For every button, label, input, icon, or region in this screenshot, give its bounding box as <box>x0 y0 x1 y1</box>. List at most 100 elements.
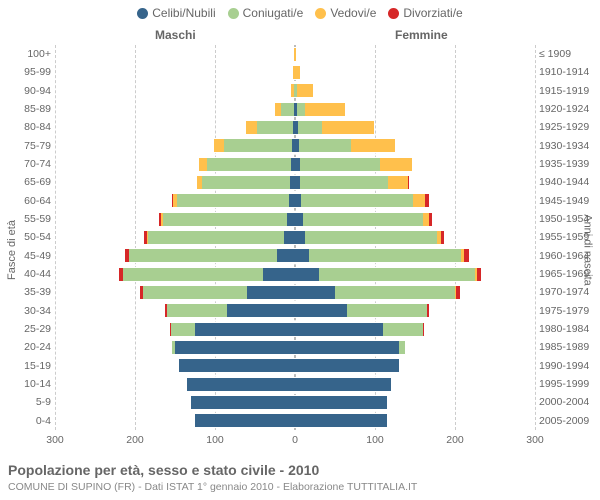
bar-segment <box>191 395 295 410</box>
pyramid-row: 85-891920-1924 <box>55 100 535 118</box>
pyramid-row: 80-841925-1929 <box>55 118 535 136</box>
bar-segment <box>295 395 387 410</box>
bar-segment <box>413 193 425 208</box>
female-bar <box>295 248 469 263</box>
bar-segment <box>177 193 289 208</box>
bar-segment <box>295 340 399 355</box>
bar-segment <box>281 102 294 117</box>
age-label: 65-69 <box>6 173 55 191</box>
age-label: 80-84 <box>6 118 55 136</box>
male-bar <box>179 358 295 373</box>
bar-segment <box>295 358 399 373</box>
bar-segment <box>429 212 431 227</box>
legend-label: Vedovi/e <box>330 6 376 20</box>
legend-item: Vedovi/e <box>315 6 376 20</box>
female-bar <box>295 83 313 98</box>
female-bar <box>295 212 432 227</box>
birth-year-label: 1995-1999 <box>535 375 599 393</box>
bar-segment <box>388 175 408 190</box>
bar-segment <box>295 303 347 318</box>
x-tick-label: 0 <box>292 434 298 446</box>
male-bar <box>170 322 295 337</box>
pyramid-row: 60-641945-1949 <box>55 192 535 210</box>
bar-segment <box>300 175 388 190</box>
pyramid-row: 55-591950-1954 <box>55 210 535 228</box>
pyramid-row: 100+≤ 1909 <box>55 45 535 63</box>
birth-year-label: 1925-1929 <box>535 118 599 136</box>
female-bar <box>295 340 405 355</box>
bar-segment <box>299 138 351 153</box>
age-label: 5-9 <box>6 393 55 411</box>
birth-year-label: 1930-1934 <box>535 137 599 155</box>
birth-year-label: 1975-1979 <box>535 302 599 320</box>
male-bar <box>199 157 295 172</box>
pyramid-row: 20-241985-1989 <box>55 338 535 356</box>
bar-segment <box>322 120 374 135</box>
bar-segment <box>202 175 290 190</box>
female-bar <box>295 322 424 337</box>
bar-segment <box>295 230 305 245</box>
legend-item: Divorziati/e <box>388 6 462 20</box>
bar-segment <box>303 212 423 227</box>
female-bar <box>295 395 387 410</box>
bar-segment <box>380 157 412 172</box>
pyramid-row: 45-491960-1964 <box>55 247 535 265</box>
pyramid-row: 30-341975-1979 <box>55 302 535 320</box>
bar-segment <box>284 230 295 245</box>
bar-segment <box>257 120 293 135</box>
male-bar <box>191 395 295 410</box>
pyramid-row: 10-141995-1999 <box>55 375 535 393</box>
bar-segment <box>295 47 296 62</box>
bar-segment <box>297 83 313 98</box>
birth-year-label: 1985-1989 <box>535 338 599 356</box>
birth-year-label: 1990-1994 <box>535 357 599 375</box>
bar-segment <box>301 193 413 208</box>
pyramid-row: 5-92000-2004 <box>55 393 535 411</box>
age-label: 100+ <box>6 45 55 63</box>
bar-segment <box>298 120 322 135</box>
age-label: 20-24 <box>6 338 55 356</box>
legend-swatch <box>228 8 239 19</box>
x-tick-label: 200 <box>126 434 144 446</box>
bar-segment <box>199 157 207 172</box>
bar-segment <box>441 230 444 245</box>
female-bar <box>295 102 345 117</box>
bar-segment <box>167 303 227 318</box>
bar-segment <box>351 138 395 153</box>
bar-segment <box>383 322 423 337</box>
legend-swatch <box>388 8 399 19</box>
male-bar <box>172 340 295 355</box>
bar-segment <box>335 285 455 300</box>
pyramid-row: 40-441965-1969 <box>55 265 535 283</box>
bar-segment <box>295 413 387 428</box>
female-bar <box>295 193 429 208</box>
bar-segment <box>319 267 475 282</box>
age-label: 90-94 <box>6 82 55 100</box>
pyramid-row: 95-991910-1914 <box>55 63 535 81</box>
plot: 3002001000100200300100+≤ 190995-991910-1… <box>55 45 535 430</box>
bar-segment <box>427 303 429 318</box>
birth-year-label: 2005-2009 <box>535 412 599 430</box>
bar-segment <box>309 248 461 263</box>
male-bar <box>165 303 295 318</box>
bar-segment <box>477 267 482 282</box>
female-bar <box>295 175 409 190</box>
bar-segment <box>295 377 391 392</box>
legend-label: Coniugati/e <box>243 6 304 20</box>
bar-segment <box>195 322 295 337</box>
age-label: 70-74 <box>6 155 55 173</box>
bar-segment <box>287 212 295 227</box>
pyramid-row: 15-191990-1994 <box>55 357 535 375</box>
birth-year-label: 1960-1964 <box>535 247 599 265</box>
bar-segment <box>423 322 424 337</box>
female-bar <box>295 358 399 373</box>
birth-year-label: ≤ 1909 <box>535 45 599 63</box>
bar-segment <box>214 138 224 153</box>
male-bar <box>275 102 295 117</box>
bar-segment <box>408 175 409 190</box>
chart-area: 3002001000100200300100+≤ 190995-991910-1… <box>55 30 535 450</box>
bar-segment <box>246 120 256 135</box>
female-bar <box>295 120 374 135</box>
age-label: 40-44 <box>6 265 55 283</box>
pyramid-row: 65-691940-1944 <box>55 173 535 191</box>
